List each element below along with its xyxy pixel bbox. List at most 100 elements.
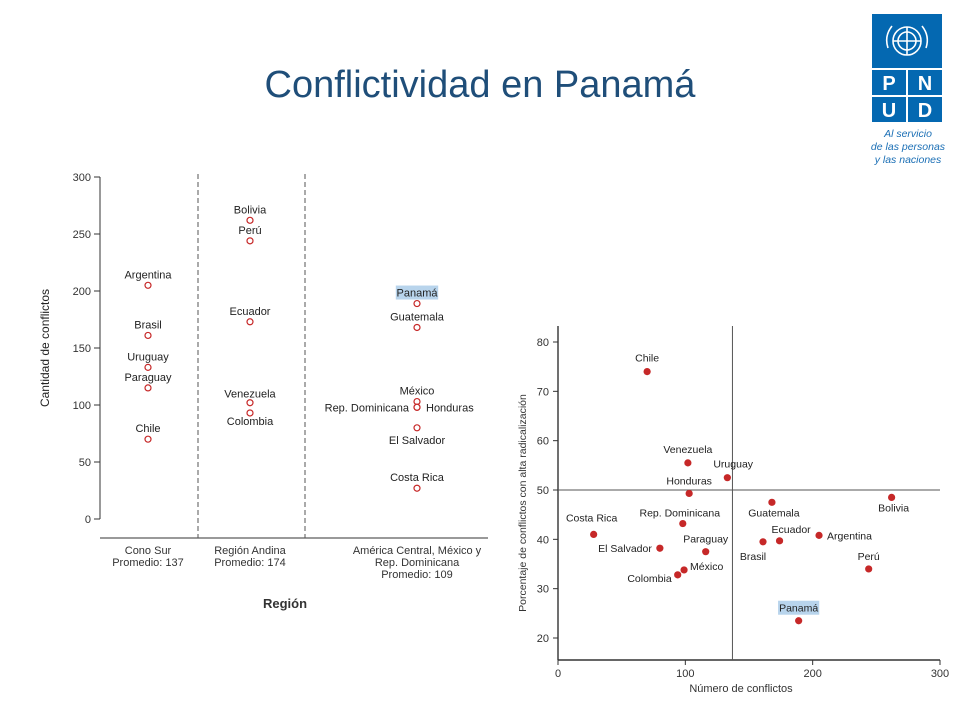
un-emblem-icon (885, 25, 929, 56)
data-point (413, 403, 421, 411)
point-label: Honduras (666, 475, 712, 487)
data-point (413, 484, 421, 492)
data-point (144, 281, 152, 289)
point-label: Perú (238, 225, 261, 237)
point-label: Uruguay (713, 459, 753, 471)
data-point (865, 565, 873, 573)
y-tick-label: 250 (73, 229, 91, 241)
data-point (656, 544, 664, 552)
data-point (413, 424, 421, 432)
data-point (815, 531, 823, 539)
point-label: Panamá (779, 603, 818, 615)
data-point (144, 435, 152, 443)
point-label: Ecuador (230, 306, 271, 318)
y-tick-label: 50 (537, 485, 549, 497)
x-axis-title: Número de conflictos (689, 683, 793, 695)
data-point (795, 617, 803, 625)
data-point (888, 493, 896, 501)
label-highlight (395, 285, 439, 300)
point-label: México (690, 561, 723, 573)
point-label: Chile (135, 423, 160, 435)
group-label: Promedio: 174 (214, 557, 286, 569)
logo-tagline-line: Al servicio (884, 128, 932, 140)
point-label: Guatemala (748, 507, 800, 519)
group-label: Promedio: 137 (112, 557, 184, 569)
y-tick-label: 60 (537, 436, 549, 448)
data-point (590, 530, 598, 538)
point-label: El Salvador (389, 435, 446, 447)
logo-tagline: Al servicio de las personas y las nacion… (860, 128, 956, 167)
data-point (246, 237, 254, 245)
chart-conflicts-vs-radicalization: 20 30 40 50 60 70 80 0 100 200 300 Número de confli… (517, 326, 949, 695)
y-axis-title: Porcentaje de conflictos con alta radica… (517, 394, 529, 612)
data-point (685, 489, 693, 498)
y-tick-label: 40 (537, 534, 549, 546)
logo-letter-u: U (882, 100, 896, 122)
point-label: Brasil (134, 319, 162, 331)
data-point (144, 384, 152, 392)
group-label: Región Andina (214, 545, 286, 557)
pnud-logo-graphic: P N U D (872, 14, 942, 122)
data-point (144, 331, 152, 340)
x-tick-label: 200 (803, 668, 821, 680)
data-point (643, 368, 651, 376)
logo-tagline-line: de las personas (870, 141, 946, 153)
data-point (679, 519, 687, 528)
data-point (144, 363, 152, 371)
point-label: Panamá (397, 288, 439, 300)
logo-letter-d: D (918, 100, 932, 122)
point-label: Perú (858, 551, 880, 563)
point-label: Guatemala (390, 311, 445, 323)
point-label: Bolivia (878, 502, 909, 514)
point-label: Chile (635, 353, 659, 365)
label-highlight (778, 600, 820, 615)
point-label: Venezuela (663, 444, 712, 456)
data-point (674, 571, 682, 579)
data-point (413, 299, 421, 308)
y-axis-title: Cantidad de conflictos (38, 289, 52, 407)
pnud-logo: P N U D (872, 14, 952, 129)
logo-letter-n: N (918, 73, 932, 95)
data-point (413, 323, 421, 332)
data-point (246, 399, 254, 407)
data-point (775, 537, 784, 545)
group-label: Rep. Dominicana (375, 557, 460, 569)
y-tick-label: 70 (537, 386, 549, 398)
y-tick-label: 200 (73, 286, 91, 298)
logo-letter-p: P (882, 73, 895, 95)
point-label: Costa Rica (390, 472, 445, 484)
point-label: Venezuela (224, 389, 276, 401)
point-label: Paraguay (683, 534, 729, 546)
point-label: México (400, 386, 435, 398)
point-label: El Salvador (598, 543, 652, 555)
group-label: Promedio: 109 (381, 569, 453, 581)
point-label: Brasil (740, 551, 766, 563)
y-tick-label: 20 (537, 633, 549, 645)
point-label: Rep. Dominicana (640, 508, 721, 520)
group-label: Cono Sur (125, 545, 172, 557)
y-tick-label: 150 (73, 343, 91, 355)
data-point (684, 459, 692, 467)
point-label: Colombia (227, 416, 274, 428)
data-point (702, 548, 710, 556)
data-point (246, 216, 254, 224)
point-label: Bolivia (234, 204, 267, 216)
y-tick-label: 50 (79, 457, 91, 469)
point-label: Colombia (627, 573, 672, 585)
y-tick-label: 80 (537, 337, 549, 349)
x-tick-label: 300 (931, 668, 949, 680)
y-tick-label: 300 (73, 172, 91, 184)
group-label: América Central, México y (353, 545, 482, 557)
point-label: Honduras (426, 402, 474, 414)
data-point (680, 566, 688, 574)
data-point (246, 409, 254, 417)
data-point (768, 498, 776, 506)
x-tick-label: 0 (555, 668, 561, 680)
point-label: Ecuador (772, 524, 812, 536)
point-label: Costa Rica (566, 512, 618, 524)
point-label: Argentina (124, 269, 172, 281)
point-label: Rep. Dominicana (325, 402, 410, 414)
data-point (759, 538, 767, 546)
point-label: Argentina (827, 530, 872, 542)
data-point (246, 318, 254, 326)
